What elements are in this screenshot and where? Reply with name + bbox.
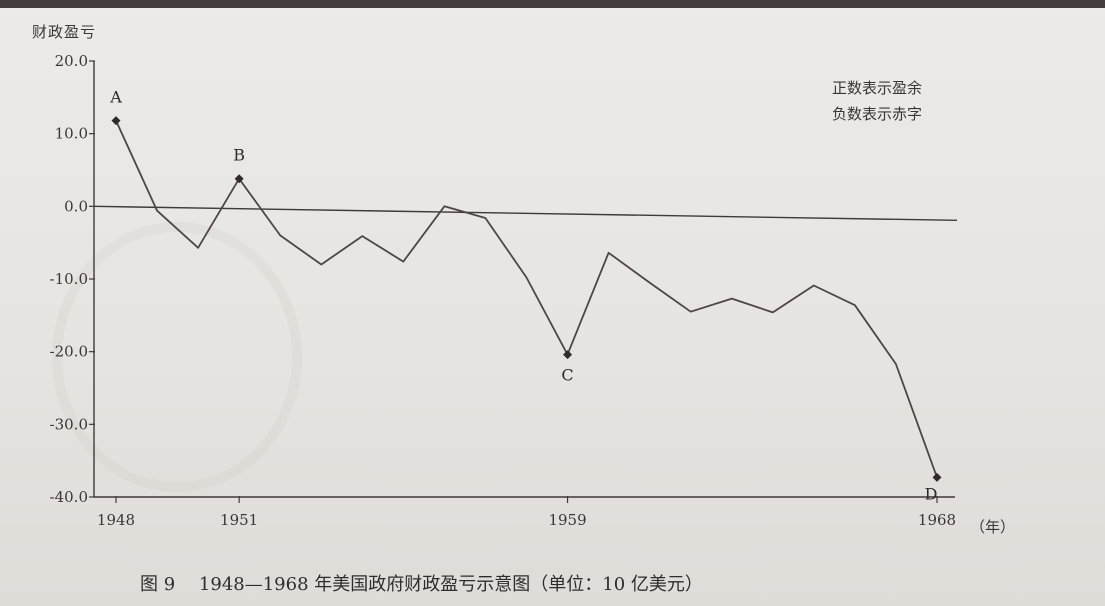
legend-note-line-1: 正数表示盈余 bbox=[832, 79, 923, 97]
figure-label: 图 9 bbox=[140, 574, 176, 595]
annotation-label: D bbox=[925, 484, 938, 503]
y-tick-label: -20.0 bbox=[50, 343, 88, 361]
y-tick-label: -30.0 bbox=[50, 415, 88, 433]
x-tick-label: 1948 bbox=[97, 511, 135, 529]
annotation-label: A bbox=[109, 88, 122, 107]
caption-text: 1948—1968 年美国政府财政盈亏示意图（单位：10 亿美元） bbox=[198, 574, 703, 595]
annotation-point bbox=[111, 116, 121, 126]
annotation-point bbox=[234, 174, 244, 184]
x-tick-label: 1968 bbox=[918, 511, 956, 529]
legend-note: 正数表示盈余 负数表示赤字 bbox=[832, 75, 922, 127]
y-tick-label: 20.0 bbox=[55, 52, 88, 70]
annotation-point bbox=[932, 472, 942, 482]
y-tick-label: -10.0 bbox=[50, 270, 88, 288]
page-curve-watermark bbox=[52, 222, 302, 492]
y-axis-title: 财政盈亏 bbox=[32, 23, 97, 41]
top-scan-band bbox=[0, 0, 1105, 8]
x-axis-unit: （年） bbox=[970, 518, 1016, 536]
annotation-label: B bbox=[233, 146, 245, 165]
chart-caption: 图 9 1948—1968 年美国政府财政盈亏示意图（单位：10 亿美元） bbox=[140, 570, 703, 596]
x-tick-label: 1959 bbox=[548, 511, 586, 529]
legend-note-line-2: 负数表示赤字 bbox=[832, 105, 923, 123]
annotation-point bbox=[563, 350, 573, 360]
annotation-label: C bbox=[561, 366, 573, 385]
y-tick-label: -40.0 bbox=[50, 488, 88, 506]
budget-series-line bbox=[115, 119, 938, 479]
zero-line bbox=[93, 205, 958, 222]
x-tick-label: 1951 bbox=[220, 511, 258, 529]
y-tick-label: 0.0 bbox=[64, 197, 88, 215]
y-tick-label: 10.0 bbox=[55, 125, 88, 143]
